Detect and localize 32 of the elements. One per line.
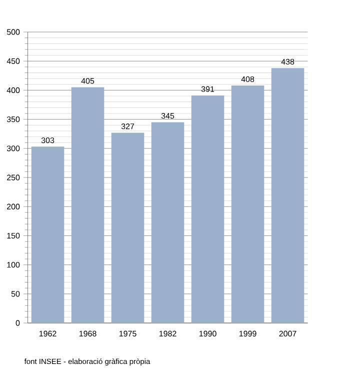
- data-label: 391: [202, 86, 214, 92]
- bar: [271, 68, 304, 323]
- bar: [151, 122, 184, 323]
- y-tick-label: 50: [12, 291, 20, 297]
- bar: [191, 95, 224, 323]
- bar: [71, 87, 104, 323]
- data-label: 327: [122, 124, 134, 130]
- x-tick-label: 1982: [160, 330, 176, 336]
- data-label: 408: [241, 76, 254, 82]
- data-label: 405: [81, 78, 94, 84]
- x-tick-label: 1999: [240, 330, 256, 336]
- x-tick-label: 1975: [120, 330, 136, 336]
- data-label: 303: [42, 137, 54, 144]
- bar: [231, 86, 264, 323]
- y-tick-label: 150: [7, 232, 20, 239]
- y-tick-label: 100: [7, 262, 20, 268]
- x-tick-label: 1962: [40, 330, 56, 336]
- y-tick-label: 450: [6, 58, 20, 64]
- y-tick-label: 250: [7, 174, 20, 180]
- bar: [31, 146, 64, 323]
- bar: [111, 132, 144, 323]
- y-tick-label: 500: [7, 29, 20, 35]
- data-label: 438: [281, 58, 294, 65]
- x-tick-label: 1968: [80, 330, 96, 336]
- data-label: 345: [162, 113, 174, 119]
- y-tick-label: 0: [16, 320, 20, 326]
- y-tick-label: 300: [7, 146, 20, 152]
- x-tick-label: 2007: [279, 330, 296, 336]
- x-tick-label: 1990: [200, 330, 216, 336]
- y-tick-label: 200: [7, 204, 20, 210]
- y-tick-label: 400: [6, 87, 20, 94]
- y-tick-label: 350: [7, 116, 20, 122]
